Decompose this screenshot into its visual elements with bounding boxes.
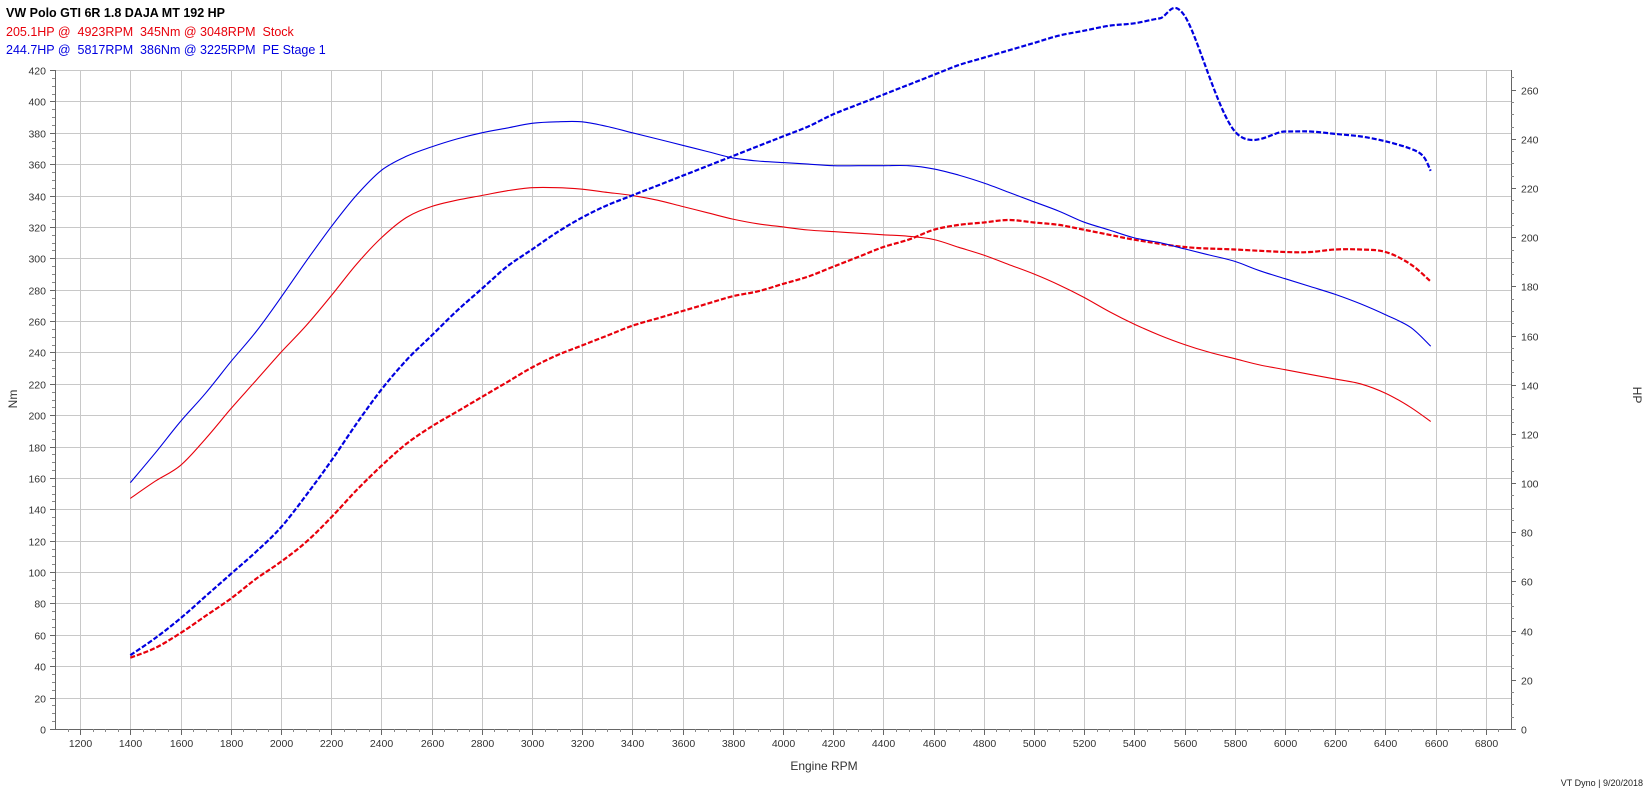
y2-tick-label: 140 (1521, 381, 1539, 393)
x-tick-label: 4600 (923, 738, 947, 750)
stock-torque-curve (129, 186, 1432, 499)
x-tick-label: 3800 (722, 738, 746, 750)
y-tick-label: 340 (28, 192, 46, 204)
y-tick-label: 160 (28, 474, 46, 486)
x-tick-label: 4400 (872, 738, 896, 750)
x-tick-label: 5600 (1174, 738, 1198, 750)
y2-axis-label: HP (1630, 387, 1644, 404)
y2-tick-label: 40 (1521, 627, 1533, 639)
y2-tick-label: 100 (1521, 479, 1539, 491)
x-tick-label: 6200 (1324, 738, 1348, 750)
y2-tick-label: 240 (1521, 135, 1539, 147)
stage1-power-curve (129, 6, 1432, 657)
x-axis-ticks: 1200 1400 1600 1800 2000 2200 2400 2600 2800 3000… (68, 729, 1499, 750)
stock-power-curve (129, 218, 1432, 659)
y-tick-label: 280 (28, 286, 46, 298)
x-tick-label: 3400 (621, 738, 645, 750)
stock-summary: 205.1HP @ 4923RPM 345Nm @ 3048RPM Stock (6, 25, 294, 39)
x-tick-label: 1200 (69, 738, 93, 750)
y2-tick-label: 220 (1521, 184, 1539, 196)
x-tick-label: 5200 (1073, 738, 1097, 750)
y-tick-label: 400 (28, 97, 46, 109)
y-tick-label: 20 (34, 694, 46, 706)
x-tick-label: 6000 (1274, 738, 1298, 750)
x-tick-label: 4000 (772, 738, 796, 750)
x-tick-label: 4800 (973, 738, 997, 750)
y2-tick-label: 200 (1521, 233, 1539, 245)
x-tick-label: 2200 (320, 738, 344, 750)
x-tick-label: 3200 (571, 738, 595, 750)
curves (129, 6, 1432, 659)
stage1-summary: 244.7HP @ 5817RPM 386Nm @ 3225RPM PE Sta… (6, 43, 326, 57)
y-tick-label: 140 (28, 505, 46, 517)
stage1-torque-curve (129, 120, 1432, 484)
y-tick-label: 180 (28, 443, 46, 455)
y-tick-label: 100 (28, 568, 46, 580)
x-tick-label: 5000 (1023, 738, 1047, 750)
footer-credit: VT Dyno | 9/20/2018 (1561, 778, 1643, 788)
y-tick-label: 80 (34, 599, 46, 611)
y-axis-label: Nm (6, 390, 20, 409)
grid (55, 70, 1511, 730)
y-tick-label: 60 (34, 631, 46, 643)
y2-tick-label: 0 (1521, 725, 1527, 737)
y-tick-label: 240 (28, 348, 46, 360)
y-tick-label: 260 (28, 317, 46, 329)
y2-tick-label: 120 (1521, 430, 1539, 442)
y2-tick-label: 180 (1521, 282, 1539, 294)
x-tick-label: 2600 (421, 738, 445, 750)
x-tick-label: 5400 (1123, 738, 1147, 750)
x-tick-label: 1600 (170, 738, 194, 750)
x-tick-label: 2000 (270, 738, 294, 750)
y2-tick-label: 60 (1521, 577, 1533, 589)
x-tick-label: 6800 (1475, 738, 1499, 750)
y-tick-label: 300 (28, 254, 46, 266)
y-tick-label: 320 (28, 223, 46, 235)
y2-tick-label: 160 (1521, 332, 1539, 344)
x-tick-label: 1400 (119, 738, 143, 750)
x-axis-label: Engine RPM (790, 759, 857, 773)
y2-axis-ticks: 0 20 40 60 80 100 120 140 160 180 200 220 240 260 (1511, 77, 1539, 737)
x-tick-label: 3000 (521, 738, 545, 750)
y-tick-label: 40 (34, 662, 46, 674)
x-tick-label: 6600 (1425, 738, 1449, 750)
x-tick-label: 3600 (672, 738, 696, 750)
x-tick-label: 1800 (220, 738, 244, 750)
chart-title: VW Polo GTI 6R 1.8 DAJA MT 192 HP (6, 6, 226, 20)
y2-tick-label: 260 (1521, 86, 1539, 98)
x-tick-label: 2400 (370, 738, 394, 750)
y-tick-label: 360 (28, 160, 46, 172)
y-tick-label: 0 (40, 725, 46, 737)
x-tick-label: 6400 (1374, 738, 1398, 750)
y-tick-label: 220 (28, 380, 46, 392)
y-tick-label: 200 (28, 411, 46, 423)
y-axis-ticks: 0 20 40 60 80 100 120 140 160 180 200 220 240 260 280 3… (28, 66, 55, 737)
y2-tick-label: 80 (1521, 528, 1533, 540)
y-tick-label: 380 (28, 129, 46, 141)
y-tick-label: 420 (28, 66, 46, 78)
y-tick-label: 120 (28, 537, 46, 549)
y2-tick-label: 20 (1521, 676, 1533, 688)
x-tick-label: 5800 (1224, 738, 1248, 750)
x-tick-label: 4200 (822, 738, 846, 750)
x-tick-label: 2800 (471, 738, 495, 750)
